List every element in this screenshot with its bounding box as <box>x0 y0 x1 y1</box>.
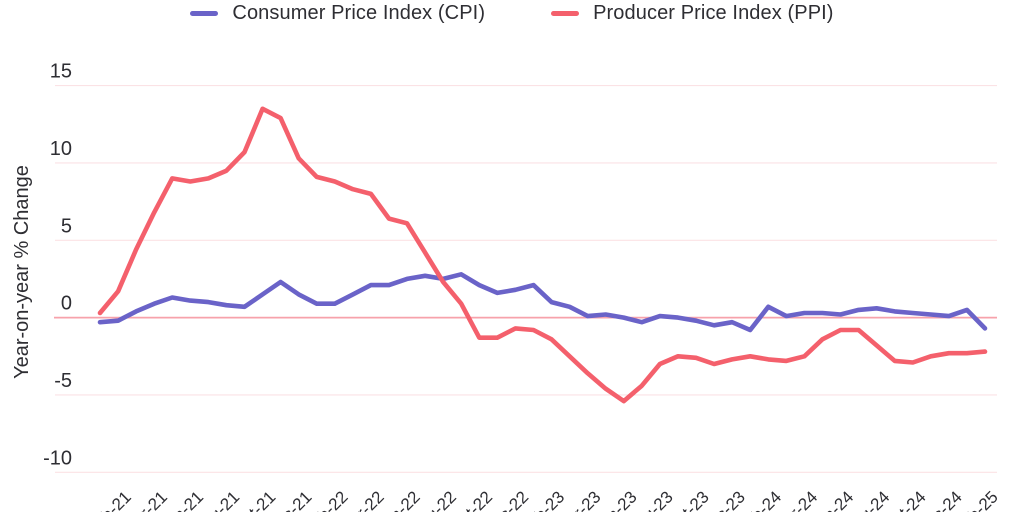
cpi-line <box>97 271 988 333</box>
series-lines <box>97 106 988 404</box>
x-axis-tick-labels: Feb-21Apr-21Jun-21Aug-21Oct-21Dec-21Feb-… <box>83 487 1001 512</box>
chart-legend: Consumer Price Index (CPI) Producer Pric… <box>0 2 1024 25</box>
ppi-line <box>97 106 988 404</box>
legend-item-ppi: Producer Price Index (PPI) <box>551 2 833 25</box>
legend-item-cpi: Consumer Price Index (CPI) <box>190 2 485 25</box>
legend-label-ppi: Producer Price Index (PPI) <box>593 2 834 24</box>
ppi-line-swatch-icon <box>551 11 580 16</box>
y-tick-label: -10 <box>43 447 72 469</box>
y-tick-label: -5 <box>54 370 72 392</box>
cpi-line-swatch-icon <box>190 11 219 16</box>
x-tick-label: Feb-21 <box>83 487 135 512</box>
y-tick-label: 5 <box>61 215 72 237</box>
y-tick-label: 0 <box>61 293 72 315</box>
y-axis-tick-labels: 15 10 5 0 -5 -10 <box>43 61 72 470</box>
y-tick-label: 10 <box>50 138 72 160</box>
y-axis-title: Year-on-year % Change <box>11 165 33 379</box>
y-tick-label: 15 <box>50 61 72 83</box>
gridlines <box>54 85 997 473</box>
legend-label-cpi: Consumer Price Index (CPI) <box>232 2 486 24</box>
